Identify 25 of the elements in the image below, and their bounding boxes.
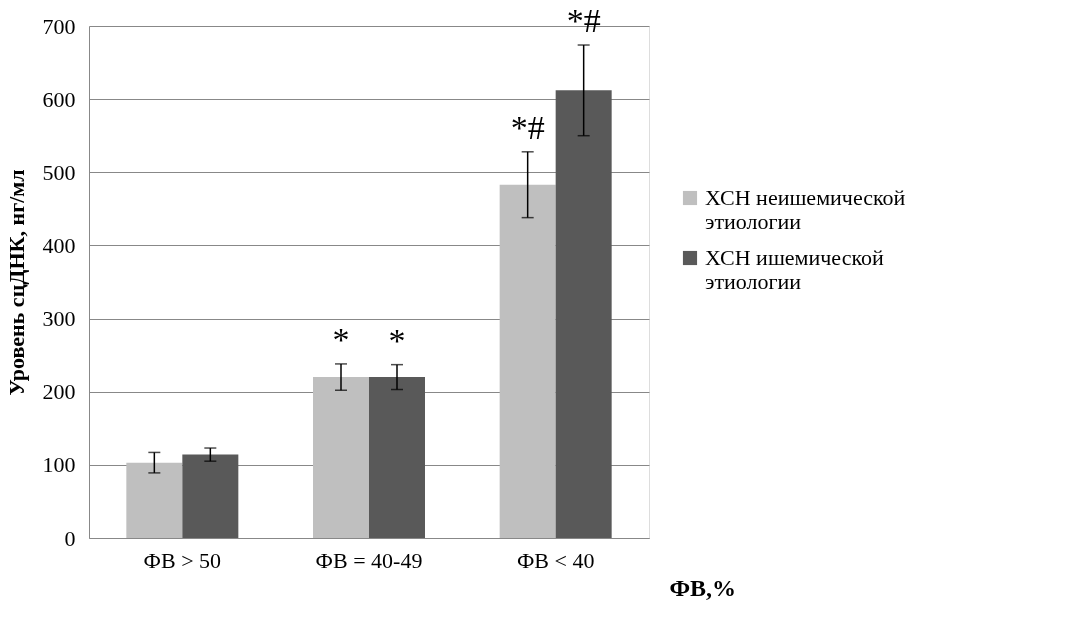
- bar: [313, 377, 369, 538]
- legend-label: ХСН ишемической этиологии: [705, 245, 884, 294]
- y-tick-label: 300: [42, 306, 76, 332]
- y-tick-label: 0: [64, 525, 76, 551]
- y-tick-label: 400: [42, 232, 76, 258]
- y-tick-label: 500: [42, 159, 76, 185]
- bar: [499, 184, 556, 538]
- y-tick-label: 200: [42, 379, 76, 405]
- y-tick-label: 600: [42, 86, 76, 112]
- annotation: *#: [510, 108, 545, 146]
- x-tick-label: ФВ > 50: [143, 547, 222, 573]
- x-tick-label: ФВ = 40-49: [315, 547, 423, 573]
- y-tick-label: 100: [42, 452, 76, 478]
- bar: [126, 462, 183, 538]
- y-axis-title: Уровень сцДНК, нг/мл: [3, 169, 29, 396]
- legend-label: ХСН неишемической этиологии: [705, 185, 906, 234]
- bar: [555, 90, 612, 538]
- bar: [182, 454, 239, 538]
- x-axis-title: ФВ,%: [669, 574, 737, 601]
- annotation: *: [388, 321, 406, 359]
- annotation: *#: [566, 2, 601, 40]
- annotation: *: [332, 320, 350, 358]
- bar: [369, 377, 425, 538]
- x-tick-label: ФВ < 40: [516, 547, 595, 573]
- y-tick-label: 700: [42, 13, 76, 39]
